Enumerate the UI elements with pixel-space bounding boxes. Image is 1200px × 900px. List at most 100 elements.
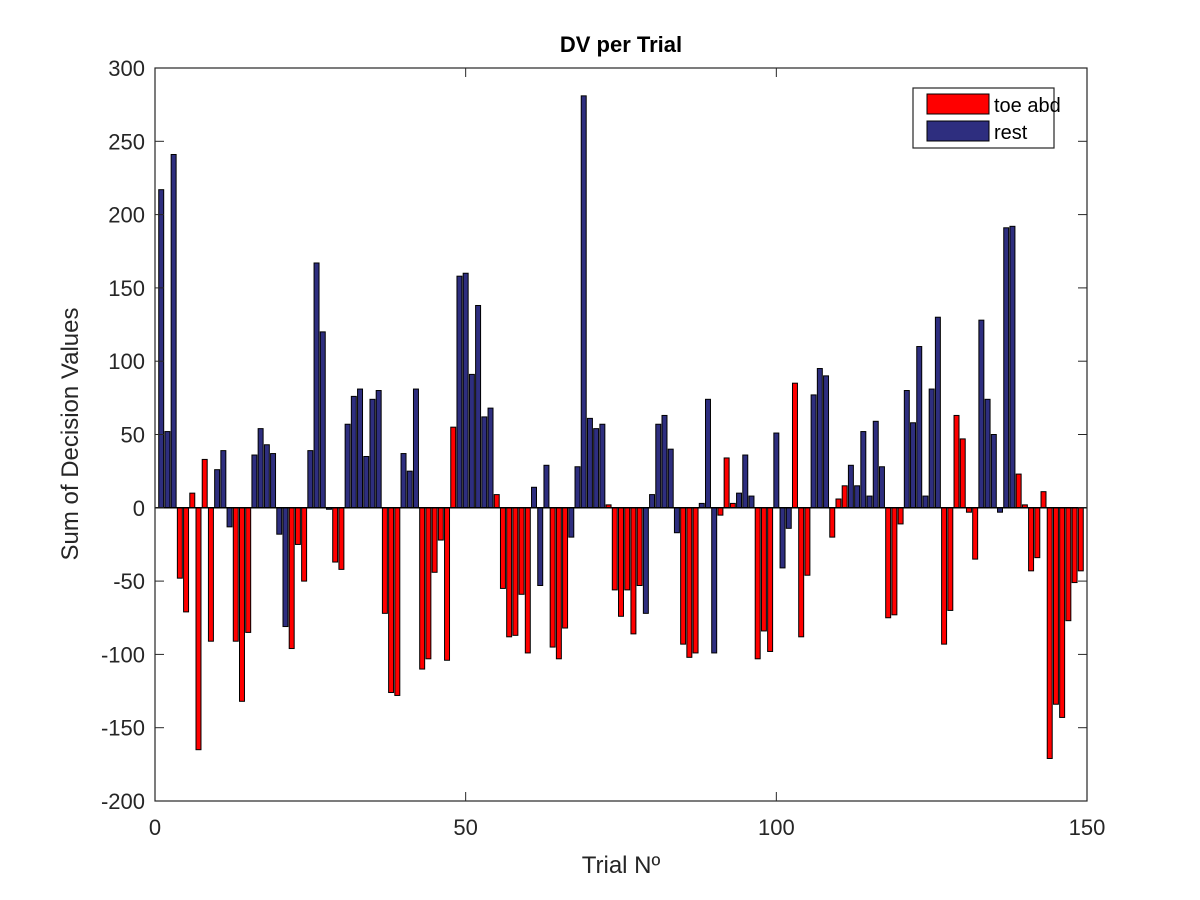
bar-trial-91 [717,507,724,516]
bar-trial-118 [885,507,892,619]
y-tick-label: 200 [108,203,145,228]
bar-trial-55 [493,494,500,509]
bar-trial-70 [586,417,593,509]
bar-trial-95 [742,454,749,509]
bar-trial-113 [854,485,861,509]
bar-trial-49 [456,275,463,509]
y-tick-label: -200 [101,789,145,814]
y-axis-ticks: -200 -150 -100 -50 0 50 100 150 200 250 300 [101,56,1087,814]
bar-trial-24 [301,507,308,582]
bar-trial-40 [400,453,407,509]
bar-trial-1 [158,189,165,509]
bar-trial-90 [711,507,718,654]
bar-trial-100 [773,432,780,509]
bar-trial-33 [357,388,364,509]
bar-trial-124 [922,495,929,509]
bar-trial-35 [369,398,376,509]
bar-trial-47 [444,507,451,661]
bar-trial-27 [319,331,326,509]
bar-trial-77 [630,507,637,635]
bar-trial-44 [425,507,432,660]
bar-trial-122 [910,422,917,509]
x-tick-label: 100 [758,815,795,840]
y-tick-label: -50 [113,569,145,594]
y-axis-label: Sum of Decision Values [57,307,84,560]
bar-trial-94 [736,492,743,509]
bar-trial-10 [214,469,221,509]
bar-trial-26 [313,262,320,509]
bar-trial-31 [344,423,351,509]
bar-trial-129 [953,414,960,509]
bar-trial-143 [1040,491,1047,509]
bar-trial-81 [655,423,662,509]
x-axis-ticks: 0 50 100 150 [149,68,1105,840]
bar-trial-105 [804,507,811,576]
bar-trial-127 [941,507,948,645]
bar-trial-17 [257,428,264,509]
bar-trial-68 [574,466,581,509]
bar-trial-123 [916,346,923,509]
bar-trial-45 [431,507,438,573]
bar-trial-87 [692,507,699,654]
bar-trial-130 [959,438,966,509]
bar-trial-120 [897,507,904,525]
bar-trial-19 [270,453,277,509]
bar-trial-89 [705,398,711,509]
bar-trial-36 [375,390,382,509]
bar-trial-67 [568,507,575,538]
legend-label-rest: rest [994,122,1028,144]
bar-trial-141 [1028,507,1035,572]
bar-trial-76 [624,507,631,591]
bar-trial-65 [555,507,562,660]
bar-trial-12 [226,507,233,528]
x-tick-label: 50 [453,815,477,840]
bar-trial-72 [599,423,606,509]
bar-trial-97 [754,507,761,660]
plot-area [155,68,1087,801]
bar-trial-15 [245,507,252,633]
bar-trial-58 [512,507,519,636]
bar-trial-51 [468,373,475,509]
bar-trial-137 [1003,227,1010,509]
y-tick-label: 250 [108,129,145,154]
bar-trial-112 [847,464,854,509]
bar-trial-79 [642,507,649,614]
bar-trial-21 [282,507,289,628]
x-axis-label: Trial Nº [582,852,661,879]
bar-trial-39 [394,507,401,696]
bar-trial-107 [816,368,823,509]
bar-trial-66 [562,507,569,629]
bar-trial-48 [450,426,457,509]
bar-trial-119 [891,507,898,616]
bar-trial-145 [1052,507,1059,705]
bar-trial-142 [1034,507,1041,559]
bar-trial-46 [437,507,444,541]
bar-trial-53 [481,416,488,509]
bar-trial-38 [388,507,395,694]
legend-swatch-rest [926,120,990,142]
bar-trial-146 [1059,507,1066,718]
bar-trial-128 [947,507,954,611]
bar-trial-23 [294,507,301,545]
legend-swatch-toe-abd [926,93,990,115]
bar-trial-9 [207,507,214,642]
bar-trial-121 [903,390,910,509]
y-tick-label: 50 [121,423,145,448]
bar-trial-148 [1071,507,1078,584]
bar-trial-149 [1077,507,1084,572]
bar-trial-56 [499,507,506,589]
bar-trial-99 [767,507,774,652]
bar-trial-111 [841,485,848,509]
bar-trial-18 [263,444,270,509]
bar-trial-61 [531,486,537,509]
legend-label-toe-abd: toe abd [994,95,1061,117]
y-tick-label: -150 [101,716,145,741]
y-tick-label: -100 [101,642,145,667]
bar-trial-69 [580,95,587,509]
bar-trial-25 [307,450,314,509]
bar-trial-52 [475,304,482,509]
y-tick-label: 300 [108,56,145,81]
bar-trial-34 [363,455,370,509]
bar-trial-64 [549,507,556,648]
bar-trial-8 [201,458,208,509]
